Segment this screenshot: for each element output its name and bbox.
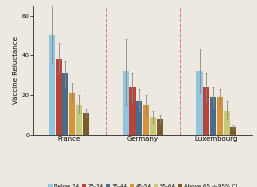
Bar bbox=[143, 105, 149, 135]
Bar bbox=[56, 59, 62, 135]
Bar bbox=[224, 111, 230, 135]
Bar bbox=[217, 97, 223, 135]
Bar bbox=[83, 113, 89, 135]
Bar bbox=[130, 87, 135, 135]
Bar bbox=[69, 93, 75, 135]
Bar bbox=[76, 105, 82, 135]
Bar bbox=[123, 71, 129, 135]
Bar bbox=[197, 71, 203, 135]
Bar bbox=[210, 97, 216, 135]
Bar bbox=[157, 119, 163, 135]
Bar bbox=[203, 87, 209, 135]
Bar bbox=[230, 127, 236, 135]
Bar bbox=[136, 101, 142, 135]
Bar bbox=[62, 73, 69, 135]
Bar bbox=[49, 35, 55, 135]
Legend: Below 24, 25-34, 35-44, 45-54, 55-64, Above 65, 95% CI: Below 24, 25-34, 35-44, 45-54, 55-64, Ab… bbox=[48, 184, 237, 187]
Bar bbox=[150, 117, 156, 135]
Y-axis label: Vaccine Reluctance: Vaccine Reluctance bbox=[13, 36, 19, 104]
